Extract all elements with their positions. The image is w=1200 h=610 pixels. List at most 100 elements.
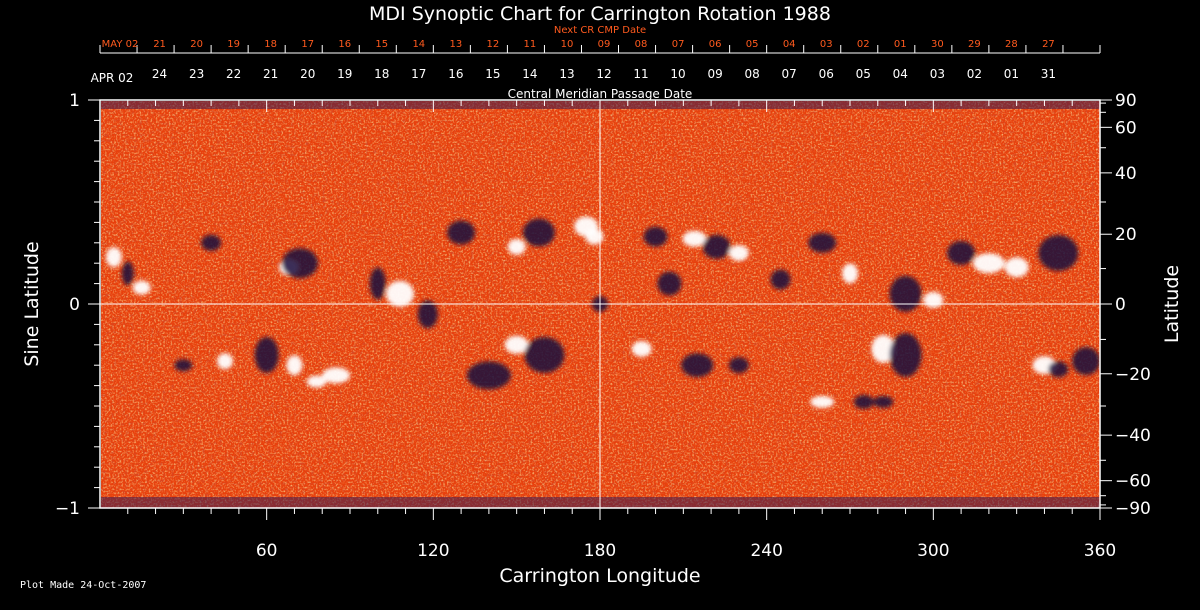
x-tick-label: 240 — [750, 541, 782, 561]
next-cr-date: 09 — [598, 39, 611, 50]
negative-polarity-region — [174, 359, 193, 372]
next-cr-date: 05 — [746, 39, 759, 50]
chart-title: MDI Synoptic Chart for Carrington Rotati… — [369, 3, 831, 25]
positive-polarity-region — [972, 253, 1005, 274]
next-cr-date: 30 — [931, 39, 944, 50]
left-tick-label: −1 — [55, 499, 80, 519]
positive-polarity-region — [105, 247, 122, 268]
negative-polarity-region — [1072, 347, 1100, 376]
right-tick-label: −60 — [1115, 472, 1151, 492]
next-cr-date: 03 — [820, 39, 833, 50]
negative-polarity-region — [657, 271, 682, 296]
negative-polarity-region — [121, 261, 134, 286]
next-cr-date: 12 — [487, 39, 500, 50]
cmp-date: 04 — [893, 67, 908, 81]
negative-polarity-region — [681, 353, 714, 378]
next-cr-date: 10 — [561, 39, 574, 50]
cmp-date: 31 — [1041, 67, 1056, 81]
next-cr-date: 14 — [412, 39, 425, 50]
x-axis: 60 120 180 240 300 360 — [127, 100, 1116, 561]
positive-polarity-region — [728, 245, 749, 261]
x-tick-label: 60 — [256, 541, 278, 561]
next-cr-date: 08 — [635, 39, 648, 50]
positive-polarity-region — [504, 335, 529, 354]
plot-made-note: Plot Made 24-Oct-2007 — [20, 580, 147, 591]
x-axis-label: Carrington Longitude — [499, 565, 700, 587]
cmp-date: APR 02 — [91, 71, 134, 85]
cmp-date: 08 — [745, 67, 760, 81]
right-tick-label: 90 — [1115, 91, 1137, 111]
positive-polarity-region — [1004, 257, 1029, 278]
cmp-date: 21 — [263, 67, 278, 81]
cmp-date: 05 — [856, 67, 871, 81]
negative-polarity-region — [702, 234, 731, 259]
right-tick-label: −20 — [1115, 365, 1151, 385]
negative-polarity-region — [522, 218, 555, 247]
cmp-date: 01 — [1004, 67, 1019, 81]
cmp-date: 07 — [782, 67, 797, 81]
positive-polarity-region — [507, 238, 526, 255]
positive-polarity-region — [574, 216, 599, 237]
positive-polarity-region — [810, 395, 835, 408]
right-tick-label: 0 — [1115, 295, 1126, 315]
positive-polarity-region — [631, 340, 652, 357]
right-axis-label: Latitude — [1161, 265, 1183, 343]
positive-polarity-region — [871, 334, 896, 363]
cmp-date: 11 — [633, 67, 648, 81]
positive-polarity-region — [322, 367, 351, 384]
negative-polarity-region — [889, 275, 922, 312]
next-cr-date: 27 — [1042, 39, 1055, 50]
next-cr-date: 21 — [153, 39, 166, 50]
cmp-date: 14 — [522, 67, 537, 81]
negative-polarity-region — [643, 226, 668, 247]
cmp-date: 13 — [559, 67, 574, 81]
positive-polarity-region — [217, 353, 233, 370]
negative-polarity-region — [889, 333, 922, 377]
next-cr-axis-title: Next CR CMP Date — [554, 25, 646, 36]
positive-polarity-region — [286, 355, 303, 376]
cmp-date: 16 — [448, 67, 463, 81]
cmp-date-axis: APR 02 24 23 22 21 20 19 18 17 16 15 14 13 12 11 10 09 08… — [91, 67, 1057, 85]
positive-polarity-region — [132, 280, 151, 295]
next-cr-axis: MAY 02 21 20 19 18 17 16 15 14 13 12 11 10 09 08 07 06 05… — [99, 39, 1101, 53]
next-cr-date: 18 — [264, 39, 277, 50]
next-cr-date: 15 — [375, 39, 388, 50]
negative-polarity-region — [853, 394, 874, 409]
positive-polarity-region — [682, 230, 707, 247]
cmp-date: 17 — [411, 67, 426, 81]
negative-polarity-region — [254, 337, 279, 373]
next-cr-date: 02 — [857, 39, 870, 50]
negative-polarity-region — [369, 267, 386, 300]
negative-polarity-region — [1038, 235, 1079, 271]
next-cr-date: 13 — [449, 39, 462, 50]
next-cr-date: 04 — [783, 39, 796, 50]
negative-polarity-region — [873, 395, 894, 408]
cmp-date: 10 — [670, 67, 685, 81]
cmp-date: 12 — [596, 67, 611, 81]
negative-polarity-region — [466, 361, 511, 390]
next-cr-date: 19 — [227, 39, 240, 50]
next-cr-date: MAY 02 — [102, 39, 139, 50]
x-tick-label: 360 — [1084, 541, 1116, 561]
negative-polarity-region — [282, 248, 318, 279]
next-cr-date: 16 — [338, 39, 351, 50]
negative-polarity-region — [808, 232, 837, 253]
cmp-date: 19 — [337, 67, 352, 81]
positive-polarity-region — [842, 263, 858, 284]
right-y-axis: 90 60 40 20 0 −20 −40 −60 −90 — [1100, 91, 1151, 519]
next-cr-date: 11 — [524, 39, 537, 50]
cmp-date: 15 — [485, 67, 500, 81]
negative-polarity-region — [447, 220, 476, 245]
cmp-axis-title: Central Meridian Passage Date — [508, 87, 693, 101]
cmp-date: 22 — [226, 67, 241, 81]
left-axis-label: Sine Latitude — [21, 241, 43, 366]
cmp-date: 24 — [152, 67, 167, 81]
cmp-date: 09 — [707, 67, 722, 81]
cmp-date: 20 — [300, 67, 315, 81]
negative-polarity-region — [201, 234, 222, 251]
cmp-date: 18 — [374, 67, 389, 81]
negative-polarity-region — [770, 269, 791, 290]
next-cr-date: 06 — [709, 39, 722, 50]
right-tick-label: −90 — [1115, 499, 1151, 519]
